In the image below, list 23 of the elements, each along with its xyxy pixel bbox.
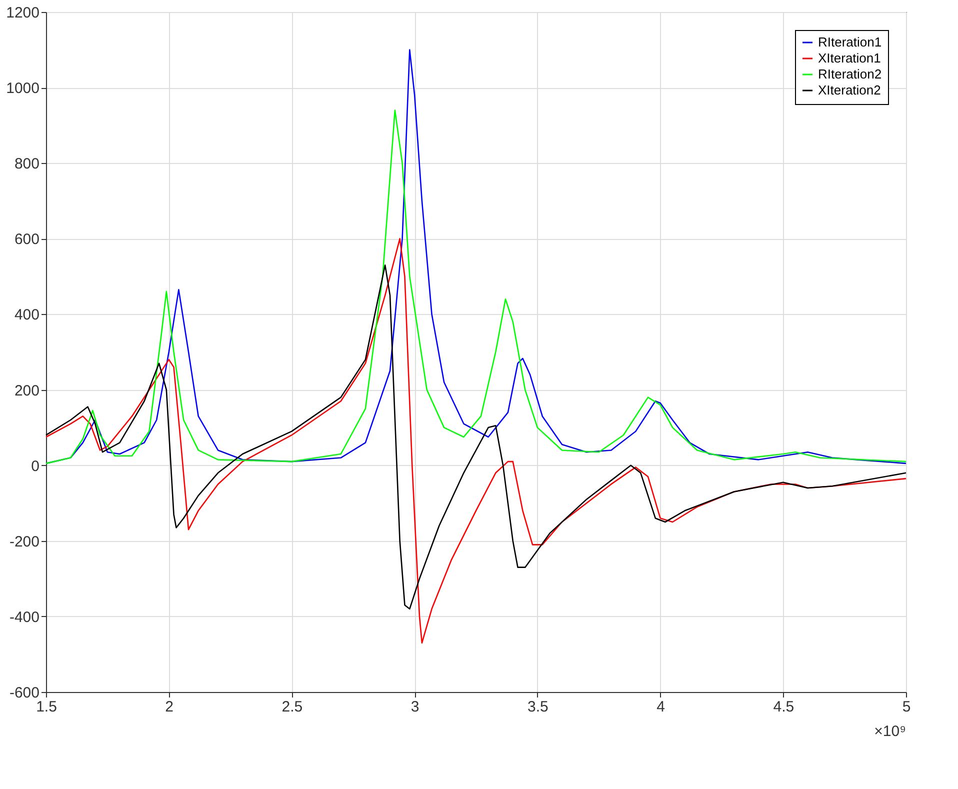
x-tick-label: 3.5 (528, 698, 548, 716)
x-tick-label: 4 (656, 698, 665, 716)
y-tick-label: 1000 (6, 80, 40, 98)
x-tick-label: 1.5 (36, 698, 57, 716)
y-tick-label: -200 (9, 533, 40, 550)
x-tick-label: 2.5 (282, 698, 303, 716)
y-tick-label: -400 (9, 608, 40, 626)
y-tick-label: 0 (31, 458, 40, 475)
y-tick-label: 600 (14, 231, 40, 248)
legend-label: XIteration1 (818, 50, 881, 66)
y-tick-label: -600 (9, 684, 40, 702)
text: ×10⁹ (874, 723, 906, 740)
y-tick-label: 200 (14, 382, 40, 400)
x-tick-label: 2 (165, 698, 174, 716)
legend-label: RIteration2 (818, 66, 882, 82)
y-tick-label: 1200 (6, 4, 40, 22)
y-tick-label: 800 (14, 156, 40, 173)
x-tick-label: 3 (410, 698, 420, 716)
legend-label: RIteration1 (818, 34, 882, 50)
y-tick-label: 400 (14, 306, 40, 324)
legend-label: XIteration2 (818, 82, 881, 98)
x-tick-label: 5 (902, 698, 911, 716)
x-tick-label: 4.5 (773, 698, 794, 716)
